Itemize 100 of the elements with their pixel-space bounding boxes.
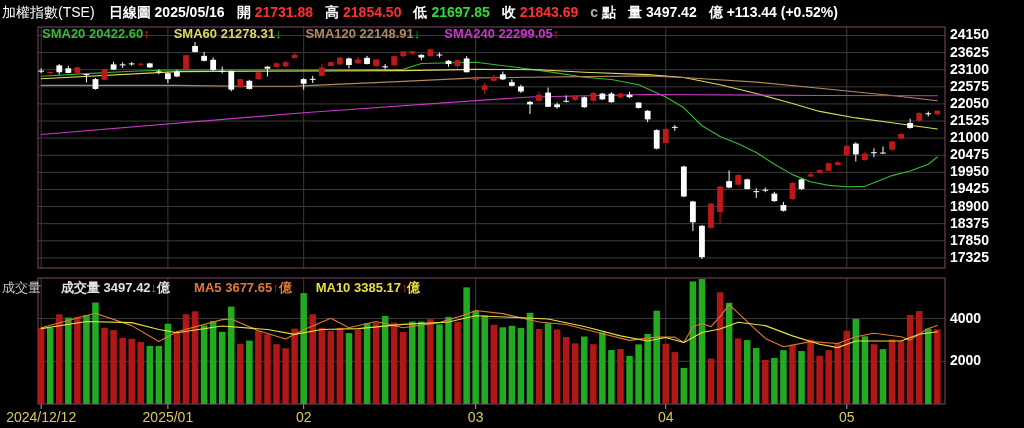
bar bbox=[300, 293, 307, 404]
bar bbox=[816, 355, 823, 404]
bar bbox=[535, 329, 543, 404]
y-tick-label: 22575 bbox=[950, 77, 990, 94]
bar bbox=[218, 331, 226, 404]
y-tick-label: 18900 bbox=[950, 197, 990, 214]
bar bbox=[861, 336, 869, 404]
bar bbox=[291, 328, 298, 404]
text: 3497.42 bbox=[646, 4, 697, 20]
bar bbox=[680, 367, 688, 404]
text: 21843.69 bbox=[519, 4, 579, 20]
bar bbox=[273, 344, 280, 404]
candlestick bbox=[554, 102, 561, 110]
text: SMA120 22148.91↓ bbox=[305, 26, 421, 41]
candlestick bbox=[192, 41, 198, 54]
x-tick-label: 05 bbox=[839, 409, 855, 425]
bar bbox=[915, 311, 923, 404]
bar bbox=[246, 340, 253, 404]
line-series bbox=[40, 315, 938, 349]
bar bbox=[354, 329, 362, 404]
text: 日線圖 bbox=[108, 4, 151, 20]
bar bbox=[544, 323, 552, 404]
candlestick bbox=[690, 200, 696, 232]
candlestick bbox=[264, 65, 271, 77]
bar bbox=[490, 324, 498, 404]
bar bbox=[74, 316, 81, 404]
bar bbox=[734, 338, 742, 404]
line-series bbox=[40, 61, 938, 188]
bar bbox=[390, 322, 398, 404]
line-series bbox=[40, 75, 938, 102]
text: 收 bbox=[501, 4, 517, 20]
bar bbox=[264, 334, 271, 404]
bar bbox=[798, 351, 805, 404]
x-tick-label: 02 bbox=[295, 409, 312, 425]
y-tick-label: 19950 bbox=[950, 163, 990, 180]
bar bbox=[571, 343, 579, 404]
bar bbox=[635, 344, 642, 404]
bar bbox=[327, 330, 335, 404]
bar bbox=[110, 330, 117, 404]
bar bbox=[92, 302, 99, 404]
y-tick-label: 21525 bbox=[950, 111, 990, 128]
bar bbox=[56, 314, 63, 404]
y-tick-label: 23625 bbox=[950, 43, 990, 60]
bar bbox=[599, 332, 606, 404]
line-series bbox=[40, 304, 938, 348]
candlestick bbox=[508, 78, 515, 88]
text: 21731.88 bbox=[254, 4, 314, 20]
candlestick bbox=[726, 169, 733, 189]
bar bbox=[101, 327, 108, 404]
bar bbox=[590, 344, 597, 404]
text: SMA240 22299.05↑ bbox=[444, 26, 560, 41]
bar bbox=[436, 324, 443, 404]
bar bbox=[182, 314, 190, 404]
bar bbox=[399, 332, 407, 404]
bar bbox=[427, 319, 434, 404]
candlestick bbox=[871, 147, 877, 158]
bar bbox=[508, 325, 516, 404]
bar bbox=[771, 357, 778, 404]
bar bbox=[517, 327, 525, 404]
y-tick-label: 23100 bbox=[950, 60, 990, 77]
y-tick-label: 21000 bbox=[950, 128, 990, 145]
candlestick bbox=[545, 87, 551, 108]
bar bbox=[119, 337, 126, 404]
text: 量 bbox=[627, 4, 643, 20]
bar bbox=[698, 279, 706, 404]
bar bbox=[200, 325, 208, 404]
text: MA5 3677.65↑億 bbox=[194, 280, 293, 295]
bar bbox=[689, 281, 697, 404]
text: MA10 3385.17↑億 bbox=[315, 280, 422, 295]
bar bbox=[644, 333, 651, 404]
y-tick-label: 20475 bbox=[950, 145, 990, 162]
text: 億 bbox=[707, 4, 724, 20]
bar bbox=[282, 348, 289, 404]
y-tick-label: 2000 bbox=[950, 351, 982, 368]
bar bbox=[228, 306, 235, 404]
bar bbox=[363, 323, 371, 404]
bar bbox=[499, 327, 507, 404]
y-tick-label: 18375 bbox=[950, 214, 990, 231]
text: 點 bbox=[601, 4, 617, 20]
bar bbox=[237, 343, 244, 404]
bar bbox=[925, 328, 932, 404]
candlestick bbox=[563, 94, 570, 104]
bar bbox=[46, 327, 54, 404]
bar bbox=[653, 310, 660, 404]
bar bbox=[834, 343, 841, 404]
text: 高 bbox=[325, 4, 340, 20]
bar bbox=[409, 321, 416, 404]
bar bbox=[553, 329, 561, 404]
y-tick-label: 19425 bbox=[950, 180, 990, 197]
x-tick-label: 2025/01 bbox=[142, 409, 194, 425]
line-series bbox=[40, 68, 938, 130]
bar bbox=[671, 352, 679, 404]
text: SMA60 21278.31↓ bbox=[173, 26, 282, 41]
bar bbox=[762, 360, 769, 404]
bar bbox=[562, 336, 570, 404]
bar bbox=[128, 338, 135, 404]
text: c bbox=[590, 4, 599, 20]
text: 21854.50 bbox=[343, 4, 402, 20]
bar bbox=[825, 350, 832, 404]
bar bbox=[255, 330, 262, 404]
